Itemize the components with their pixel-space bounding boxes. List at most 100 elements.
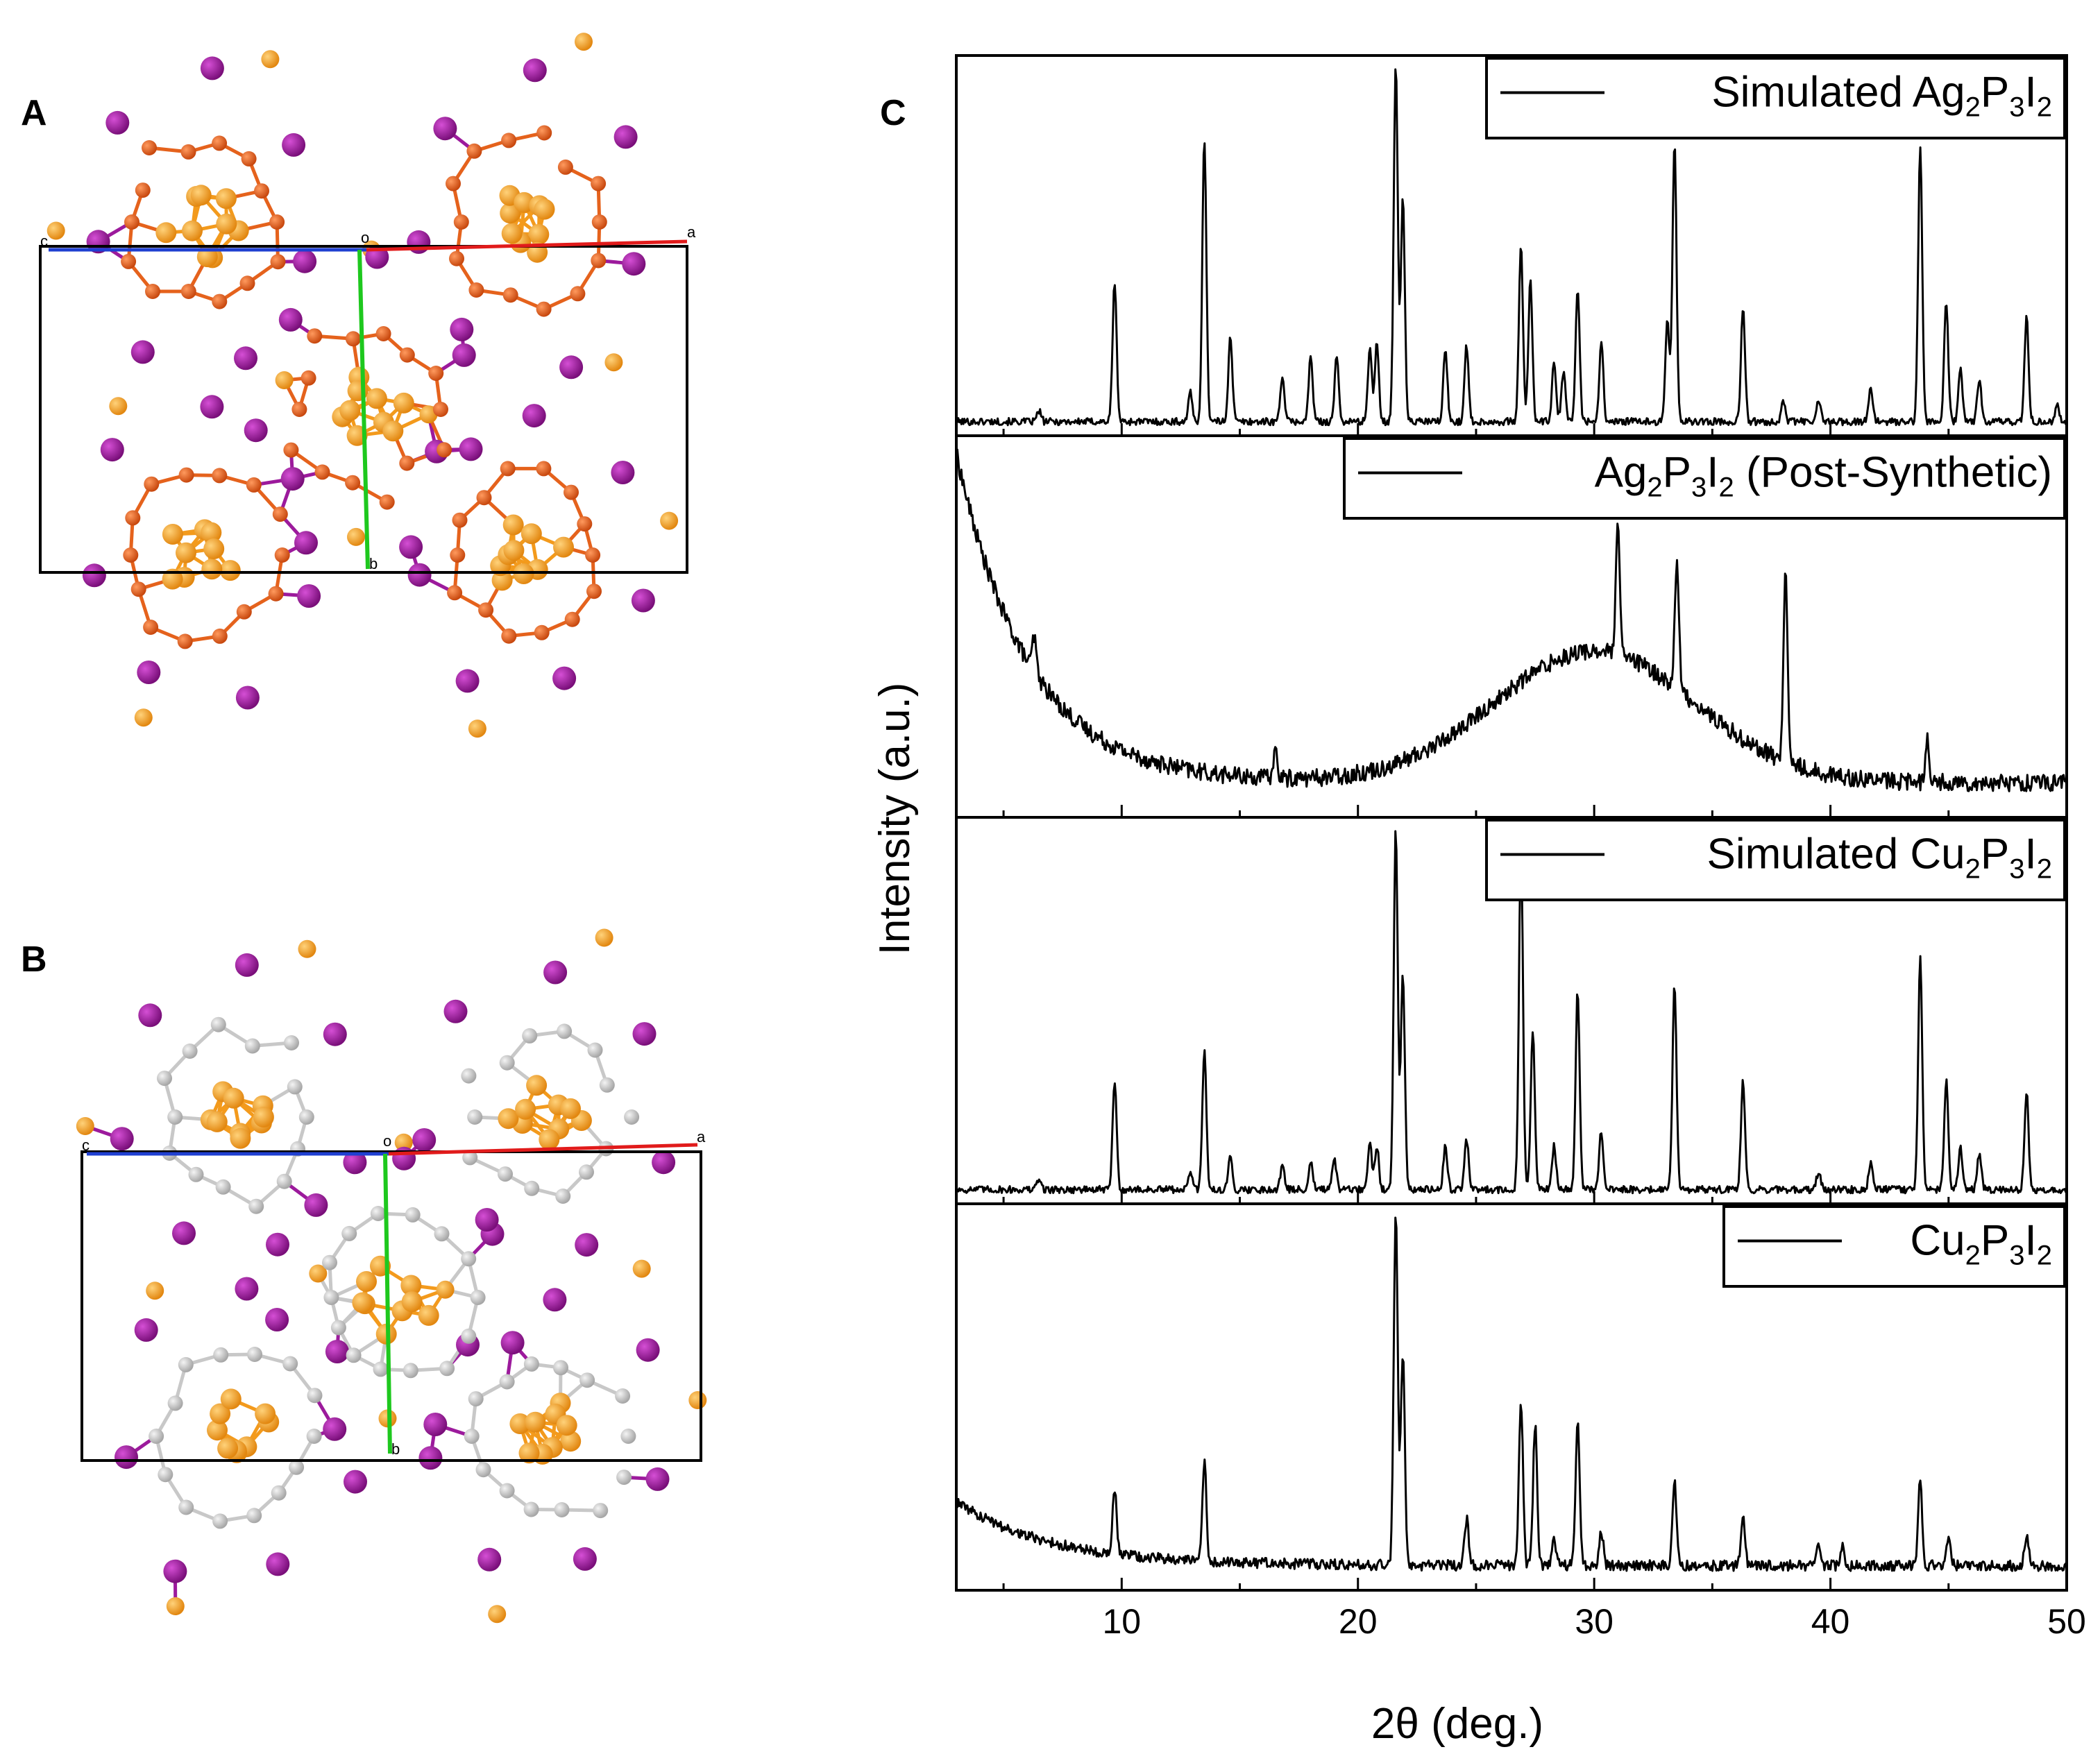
- linker-atom: [239, 275, 255, 291]
- linker-atom: [271, 1485, 287, 1501]
- linker-atom: [502, 287, 518, 303]
- halide-atom: [645, 1467, 670, 1491]
- halide-atom: [294, 531, 318, 555]
- linker-atom: [322, 1254, 337, 1270]
- linker-atom: [283, 442, 299, 458]
- cluster-atom: [539, 1129, 560, 1150]
- legend-subscript: 3: [1691, 472, 1707, 503]
- linker-atom: [500, 461, 516, 477]
- cluster-atom: [217, 1438, 239, 1459]
- linker-atom: [269, 214, 285, 230]
- halide-atom: [455, 669, 480, 693]
- cell-axis-a-b: [388, 1143, 698, 1156]
- halide-atom: [265, 1308, 289, 1331]
- cluster-atom: [356, 1271, 377, 1292]
- cluster-atom: [688, 1391, 707, 1409]
- linker-atom: [241, 151, 257, 167]
- cluster-atom: [595, 928, 613, 947]
- cluster-atom: [419, 405, 438, 424]
- series-paths: [955, 68, 2068, 1572]
- legend-subscript: 3: [2009, 854, 2024, 885]
- cluster-atom: [525, 1411, 546, 1433]
- cluster-atom: [216, 213, 237, 235]
- cluster-atom: [528, 223, 550, 245]
- halide-atom: [293, 249, 317, 273]
- halide-atom: [452, 343, 476, 367]
- halide-atom: [543, 1288, 567, 1312]
- linker-atom: [213, 1347, 229, 1363]
- x-axis: 10 20 30 40 50: [1102, 1602, 2085, 1641]
- linker-atom: [307, 1388, 323, 1404]
- cluster-atom: [498, 1108, 519, 1130]
- x-tick-label: 50: [2047, 1602, 2086, 1641]
- linker-atom: [536, 125, 552, 141]
- cluster-atom: [366, 388, 387, 409]
- cluster-atom: [604, 353, 623, 372]
- linker-atom: [149, 1429, 164, 1444]
- linker-atom: [375, 326, 391, 341]
- linker-atom: [453, 214, 469, 230]
- linker-atom: [447, 585, 463, 601]
- linker-atom: [345, 475, 361, 491]
- cell-label-b-b: b: [391, 1440, 400, 1458]
- cluster-atom: [230, 1127, 251, 1149]
- cell-axis-b-a: [357, 249, 370, 570]
- linker-atom: [478, 602, 494, 618]
- legend-label: Simulated Cu2P3I2: [1707, 831, 2052, 885]
- halide-atom: [278, 307, 303, 332]
- x-tick-label: 30: [1575, 1602, 1614, 1641]
- linker-atom: [298, 1109, 314, 1125]
- cluster-atom: [109, 397, 128, 416]
- x-tick-label: 20: [1339, 1602, 1378, 1641]
- linker-atom: [177, 633, 193, 649]
- halide-atom: [266, 1552, 290, 1576]
- halide-atom: [399, 535, 423, 559]
- linker-atom: [470, 1290, 486, 1305]
- linker-atom: [236, 604, 252, 620]
- cluster-atom: [134, 708, 153, 727]
- cell-axis-a-a: [366, 239, 688, 252]
- linker-atom: [323, 1290, 339, 1305]
- halide-atom: [323, 1417, 347, 1441]
- cell-label-a-a: a: [687, 223, 696, 241]
- halide-atom: [100, 438, 124, 462]
- halide-atom: [235, 953, 259, 977]
- legend-box: [1343, 437, 2066, 520]
- legend-box: [1485, 819, 2066, 901]
- legend-text-part: Cu: [1910, 1217, 1965, 1265]
- linker-atom: [585, 547, 601, 563]
- cluster-atom: [556, 1415, 577, 1436]
- halide-atom: [282, 133, 306, 157]
- legend-subscript: 2: [1965, 92, 1981, 123]
- cluster-atom: [339, 400, 361, 421]
- legend-box: [1485, 57, 2066, 139]
- cluster-atom: [220, 1388, 242, 1410]
- cluster-atom: [520, 523, 542, 545]
- y-axis-label: Intensity (a.u.): [871, 683, 919, 955]
- halide-atom: [344, 1470, 367, 1494]
- cluster-atom: [261, 50, 280, 69]
- linker-atom: [461, 1328, 477, 1344]
- halide-atom: [82, 563, 106, 588]
- linker-atom: [522, 1028, 538, 1044]
- cell-label-o-a: o: [361, 229, 369, 246]
- series-line: [955, 448, 2068, 792]
- halide-atom: [130, 340, 155, 364]
- halide-atom: [105, 110, 130, 135]
- linker-atom: [370, 1206, 386, 1221]
- linker-atom: [466, 143, 482, 159]
- linker-atom: [282, 1356, 298, 1372]
- halide-atom: [412, 1128, 437, 1152]
- linker-atom: [246, 1508, 262, 1524]
- cluster-atom: [215, 188, 237, 210]
- cluster-atom: [560, 1431, 582, 1452]
- linker-atom: [577, 516, 593, 532]
- halide-atom: [115, 1445, 138, 1470]
- linker-atom: [534, 624, 550, 640]
- legend-label: Cu2P3I2: [1910, 1217, 2052, 1271]
- legend-subscript: 2: [1965, 1241, 1981, 1271]
- cluster-atom: [553, 536, 574, 558]
- linker-atom: [564, 611, 580, 627]
- halide-atom: [573, 1547, 597, 1571]
- legend-subscript: 2: [2037, 92, 2052, 123]
